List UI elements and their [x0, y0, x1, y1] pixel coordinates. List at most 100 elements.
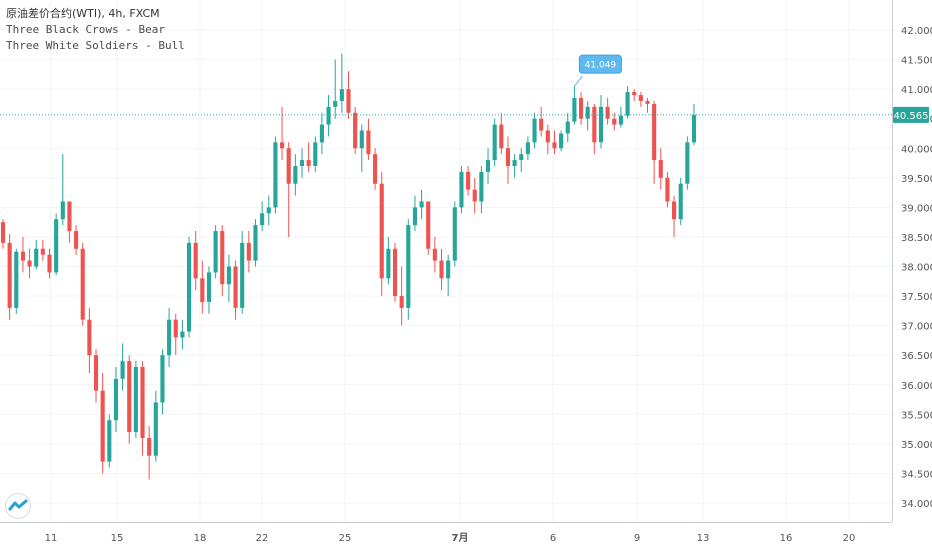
candle[interactable] — [492, 124, 497, 161]
candle[interactable] — [167, 319, 172, 356]
candle[interactable] — [279, 142, 285, 149]
candle[interactable] — [565, 121, 570, 134]
candle[interactable] — [313, 142, 318, 166]
candle[interactable] — [54, 219, 59, 273]
candle[interactable] — [505, 148, 511, 166]
candle[interactable] — [559, 133, 564, 149]
study-three-black-crows[interactable]: Three Black Crows - Bear — [6, 23, 165, 36]
candle[interactable] — [519, 154, 524, 161]
candle[interactable] — [452, 207, 457, 261]
candle[interactable] — [353, 112, 358, 149]
candle[interactable] — [133, 367, 138, 433]
candle[interactable] — [479, 171, 484, 202]
candle[interactable] — [113, 378, 119, 421]
candle[interactable] — [632, 92, 637, 96]
study-three-white-soldiers[interactable]: Three White Soldiers - Bull — [6, 39, 185, 52]
candle[interactable] — [107, 420, 112, 462]
candle[interactable] — [426, 201, 431, 249]
candle[interactable] — [572, 97, 577, 122]
candle[interactable] — [286, 148, 291, 184]
candle[interactable] — [180, 331, 185, 338]
candle[interactable] — [27, 260, 32, 267]
candle[interactable] — [346, 89, 351, 113]
candle[interactable] — [240, 242, 245, 308]
candle[interactable] — [266, 207, 271, 214]
candle[interactable] — [14, 251, 19, 308]
candle[interactable] — [293, 165, 298, 184]
candle[interactable] — [499, 124, 504, 149]
candle[interactable] — [399, 296, 404, 308]
candle[interactable] — [459, 171, 464, 208]
candle[interactable] — [87, 319, 92, 356]
candle[interactable] — [140, 367, 145, 438]
candle[interactable] — [299, 160, 305, 166]
candle[interactable] — [472, 189, 477, 202]
candle[interactable] — [326, 106, 331, 125]
candle[interactable] — [532, 118, 537, 143]
candle[interactable] — [386, 248, 391, 279]
candle[interactable] — [552, 142, 557, 149]
candle[interactable] — [691, 114, 697, 143]
candle[interactable] — [485, 160, 491, 172]
candle[interactable] — [592, 106, 597, 143]
candle[interactable] — [598, 106, 604, 143]
candle[interactable] — [20, 251, 25, 261]
candle[interactable] — [273, 142, 278, 208]
candle[interactable] — [545, 130, 550, 143]
tradingview-logo-icon[interactable] — [6, 494, 30, 518]
candle[interactable] — [618, 115, 623, 125]
candle[interactable] — [359, 130, 364, 149]
candle[interactable] — [406, 225, 411, 308]
candle[interactable] — [47, 254, 52, 273]
candle[interactable] — [220, 231, 225, 285]
candle[interactable] — [120, 361, 125, 379]
candle[interactable] — [253, 225, 258, 261]
candle[interactable] — [652, 103, 657, 161]
candle[interactable] — [539, 118, 544, 131]
candle[interactable] — [585, 106, 590, 119]
candle[interactable] — [432, 248, 437, 261]
candle[interactable] — [40, 248, 45, 255]
candle[interactable] — [672, 201, 677, 220]
candle[interactable] — [578, 97, 584, 119]
candle[interactable] — [612, 118, 617, 125]
candle[interactable] — [379, 183, 384, 279]
candle[interactable] — [446, 260, 451, 279]
candle[interactable] — [339, 89, 344, 101]
candle[interactable] — [147, 437, 152, 456]
candle[interactable] — [685, 142, 690, 184]
candle[interactable] — [306, 160, 311, 166]
candle[interactable] — [512, 160, 517, 166]
candle[interactable] — [153, 402, 158, 456]
candle[interactable] — [67, 201, 72, 232]
candle[interactable] — [319, 124, 324, 143]
candle[interactable] — [466, 171, 471, 190]
candle[interactable] — [93, 355, 99, 391]
candle[interactable] — [200, 278, 205, 302]
candle[interactable] — [373, 154, 378, 184]
candle[interactable] — [34, 248, 39, 267]
candle[interactable] — [439, 260, 444, 279]
high-callout[interactable] — [578, 54, 622, 74]
candle[interactable] — [665, 177, 670, 202]
candle[interactable] — [525, 142, 530, 155]
candle[interactable] — [658, 160, 663, 178]
candle[interactable] — [160, 355, 165, 403]
candle[interactable] — [366, 130, 371, 155]
candle[interactable] — [412, 207, 418, 226]
candle[interactable] — [127, 361, 132, 433]
candle[interactable] — [193, 242, 198, 279]
candle[interactable] — [0, 222, 6, 243]
candle[interactable] — [678, 183, 683, 220]
candle[interactable] — [100, 390, 105, 462]
candle[interactable] — [60, 201, 65, 220]
candle[interactable] — [625, 92, 630, 116]
candle[interactable] — [213, 231, 218, 273]
candle[interactable] — [333, 100, 338, 107]
candle[interactable] — [74, 231, 79, 249]
candle[interactable] — [206, 272, 212, 302]
candle[interactable] — [173, 319, 178, 338]
candle[interactable] — [419, 201, 424, 208]
candle[interactable] — [645, 100, 650, 104]
